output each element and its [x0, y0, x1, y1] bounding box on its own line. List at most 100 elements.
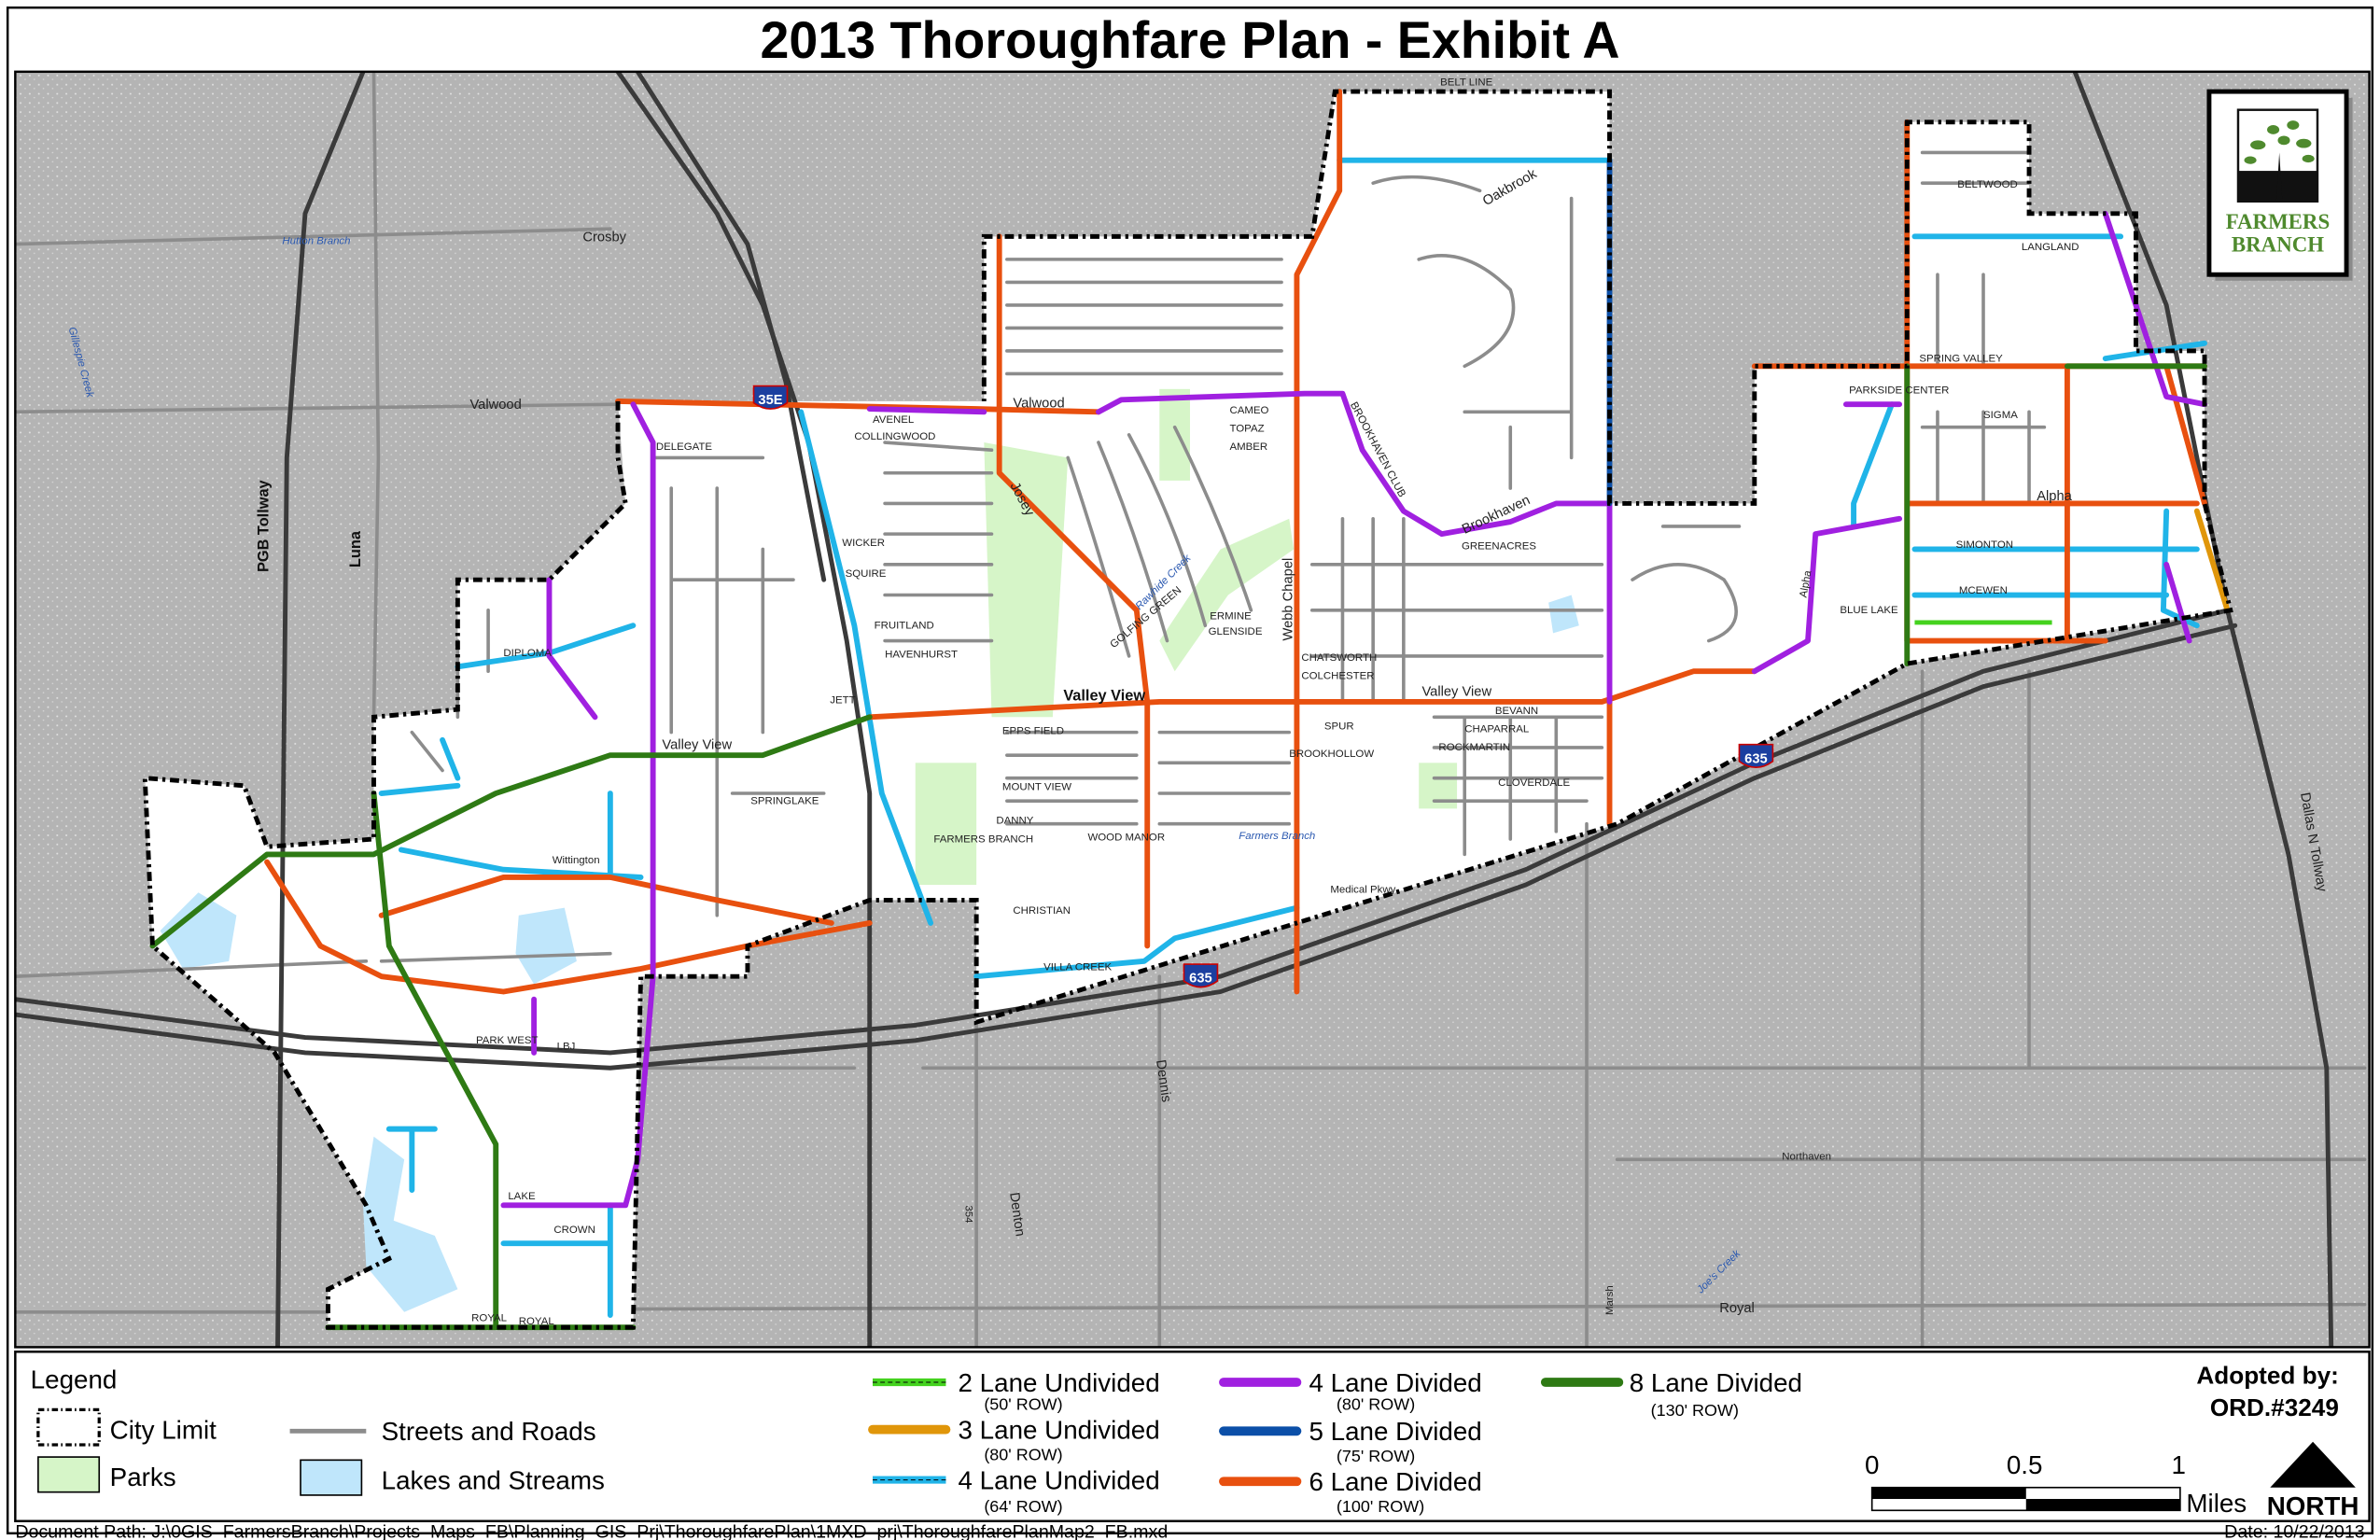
road-label: Valwood — [469, 398, 521, 413]
road-label: CHATSWORTH — [1301, 652, 1377, 664]
road-label: Medical Pkwy — [1330, 884, 1395, 895]
svg-text:4 Lane Undivided: 4 Lane Undivided — [959, 1465, 1160, 1494]
road-label: AMBER — [1229, 441, 1267, 453]
document-path: Document Path: J:\0GIS_FarmersBranch\Pro… — [15, 1522, 1168, 1540]
svg-text:BRANCH: BRANCH — [2232, 233, 2324, 257]
lakes-and-streams — [160, 595, 1579, 1312]
svg-text:(50' ROW): (50' ROW) — [984, 1394, 1062, 1413]
streets-and-roads — [15, 150, 2367, 1348]
svg-text:0: 0 — [1865, 1450, 1879, 1479]
map-title: 2013 Thoroughfare Plan - Exhibit A — [760, 11, 1619, 69]
north-arrow: NORTH — [2267, 1441, 2359, 1520]
svg-text:Lakes and Streams: Lakes and Streams — [382, 1465, 605, 1494]
road-label: SPUR — [1324, 721, 1354, 732]
lakes-swatch — [300, 1459, 363, 1496]
road-label: Webb Chapel — [1281, 558, 1296, 641]
road-label: GREENACRES — [1462, 540, 1536, 552]
road-label: COLLINGWOOD — [854, 431, 935, 442]
legend-title: Legend — [31, 1365, 118, 1394]
map-date: Date: 10/22/2013 — [2224, 1522, 2365, 1540]
road-label: Wittington — [553, 855, 600, 866]
interstate-635-shield: 635 — [1183, 963, 1219, 988]
creek-label: Hutton Branch — [282, 236, 350, 247]
road-label: ERMINE — [1210, 611, 1252, 623]
svg-text:(100' ROW): (100' ROW) — [1337, 1497, 1424, 1516]
svg-text:2 Lane Undivided: 2 Lane Undivided — [959, 1368, 1160, 1397]
road-label: Valley View — [1421, 684, 1491, 699]
road-label: Crosby — [582, 230, 626, 245]
road-label: JETT — [830, 695, 855, 707]
svg-text:(130' ROW): (130' ROW) — [1651, 1401, 1739, 1420]
road-label: Dennis — [1153, 1058, 1173, 1103]
svg-text:Streets and Roads: Streets and Roads — [382, 1417, 596, 1446]
city-limit-outline — [142, 89, 2233, 1330]
svg-text:(80' ROW): (80' ROW) — [984, 1445, 1062, 1463]
road-label: Northaven — [1782, 1151, 1831, 1162]
road-label: PGB Tollway — [256, 480, 273, 572]
road-label: PARK WEST — [476, 1035, 539, 1046]
map-area[interactable]: 35E 635 635 Crosby Valwood Valwood Valle… — [15, 71, 2370, 1348]
road-label: TOPAZ — [1229, 424, 1264, 435]
interstate-35e-shield: 35E — [752, 385, 789, 410]
adopted-by-label: Adopted by: — [2196, 1362, 2338, 1390]
road-label: CLOVERDALE — [1498, 777, 1570, 789]
road-label: 354 — [963, 1205, 974, 1224]
svg-text:(75' ROW): (75' ROW) — [1337, 1447, 1415, 1465]
scale-bar: 0 0.5 1 Miles — [1865, 1450, 2247, 1518]
road-label: FARMERS BRANCH — [933, 833, 1033, 845]
road-label: DIPLOMA — [503, 648, 552, 659]
road-label: SPRING VALLEY — [1919, 353, 2003, 364]
road-label: Marsh — [1604, 1285, 1616, 1315]
road-label: SPRINGLAKE — [750, 795, 819, 806]
svg-text:Miles: Miles — [2186, 1489, 2247, 1518]
road-label: FRUITLAND — [875, 620, 934, 631]
svg-text:635: 635 — [1189, 972, 1212, 987]
road-label: WOOD MANOR — [1087, 833, 1165, 844]
road-label: DANNY — [996, 816, 1033, 827]
svg-text:635: 635 — [1744, 751, 1768, 766]
road-label: CHAPARRAL — [1464, 724, 1529, 735]
svg-text:35E: 35E — [758, 393, 782, 408]
road-label: Denton — [1006, 1192, 1027, 1238]
parks — [915, 388, 1458, 886]
highways — [15, 71, 2334, 1348]
parks-swatch — [37, 1456, 101, 1493]
svg-text:4 Lane Divided: 4 Lane Divided — [1309, 1368, 1481, 1397]
svg-text:1: 1 — [2172, 1450, 2186, 1479]
road-label: Alpha — [1799, 569, 1814, 599]
legend: Legend City Limit Parks Streets and Road… — [14, 1351, 2371, 1522]
road-label: AVENEL — [873, 414, 914, 426]
road-label: Alpha — [2037, 489, 2072, 504]
svg-text:Parks: Parks — [110, 1463, 176, 1491]
road-label: DELEGATE — [656, 441, 713, 453]
creek-label: Farmers Branch — [1239, 831, 1315, 842]
road-label: LANGLAND — [2022, 242, 2079, 253]
city-area — [145, 91, 2231, 1328]
road-label: ROYAL — [471, 1313, 507, 1324]
road-label: MOUNT VIEW — [1002, 782, 1071, 793]
road-label: HAVENHURST — [885, 650, 958, 661]
road-label: BELT LINE — [1440, 77, 1493, 89]
road-label: ROCKMARTIN — [1438, 742, 1510, 753]
road-label: CROWN — [553, 1225, 595, 1236]
interstate-635-shield: 635 — [1738, 743, 1774, 769]
ordinance-number: ORD.#3249 — [2210, 1393, 2339, 1421]
road-label: Valley View — [662, 738, 732, 753]
svg-text:NORTH: NORTH — [2267, 1491, 2359, 1520]
road-label: ROYAL — [519, 1316, 554, 1327]
road-label: WICKER — [842, 538, 885, 549]
road-label: MCEWEN — [1959, 585, 2008, 596]
road-label: Valley View — [1063, 687, 1145, 704]
svg-text:(80' ROW): (80' ROW) — [1337, 1394, 1415, 1413]
road-label: SIGMA — [1983, 410, 2018, 421]
svg-text:6 Lane Divided: 6 Lane Divided — [1309, 1467, 1481, 1496]
road-label: Valwood — [1013, 396, 1064, 411]
road-label: SIMONTON — [1956, 539, 2013, 551]
road-label: Royal — [1719, 1301, 1755, 1316]
road-label: VILLA CREEK — [1043, 962, 1112, 973]
svg-text:FARMERS: FARMERS — [2226, 210, 2330, 233]
svg-text:5 Lane Divided: 5 Lane Divided — [1309, 1417, 1481, 1446]
farmers-branch-logo: FARMERS BRANCH — [2206, 89, 2353, 281]
city-limit-swatch — [36, 1407, 101, 1447]
